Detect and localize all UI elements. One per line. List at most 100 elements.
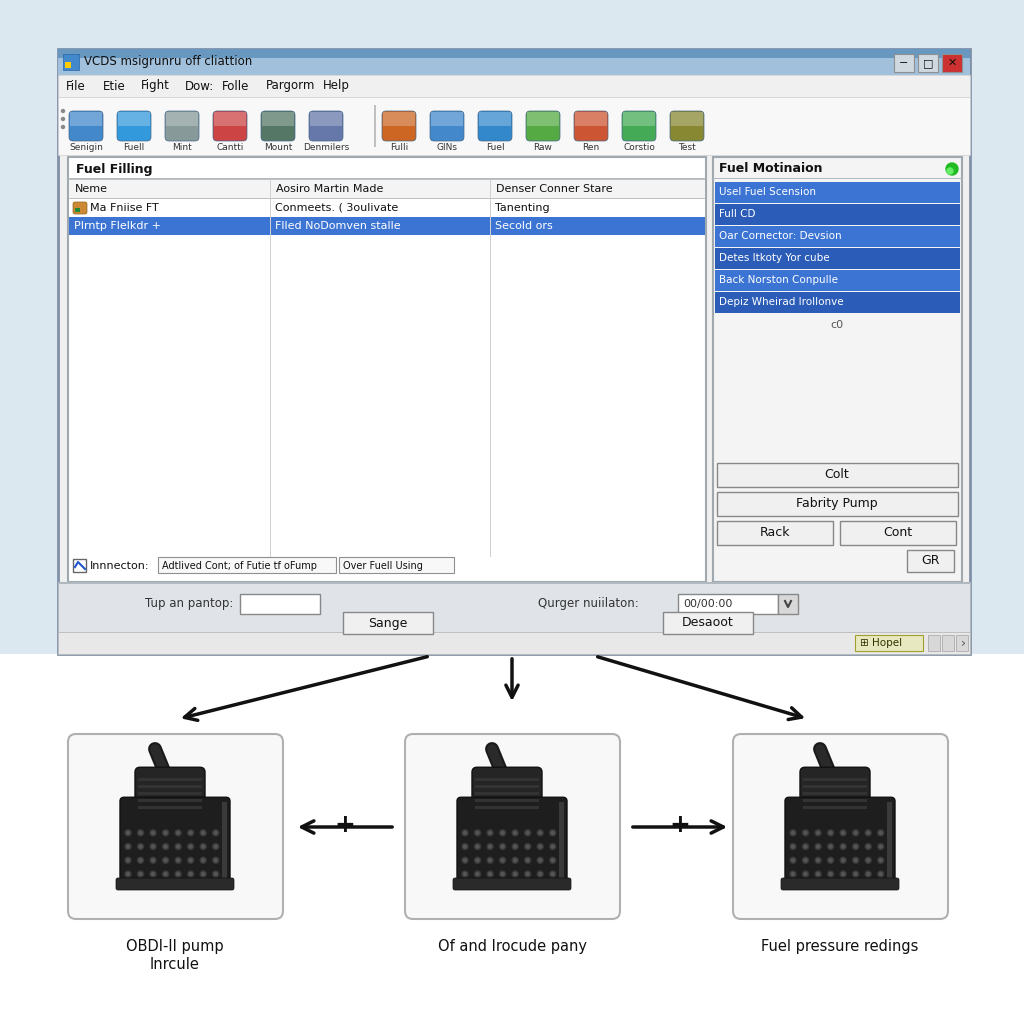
Circle shape	[842, 831, 845, 835]
Circle shape	[474, 871, 480, 877]
Bar	[310, 112, 342, 126]
Bar	[69, 217, 705, 234]
Text: □: □	[923, 58, 933, 68]
FancyBboxPatch shape	[406, 734, 620, 919]
Circle shape	[201, 871, 206, 877]
Circle shape	[139, 859, 142, 862]
Bar	[383, 112, 415, 126]
Circle shape	[164, 845, 167, 848]
Circle shape	[151, 871, 156, 877]
Circle shape	[878, 844, 884, 850]
Circle shape	[137, 844, 143, 850]
FancyBboxPatch shape	[73, 202, 87, 214]
Bar	[479, 112, 511, 126]
Bar	[803, 778, 867, 781]
Bar	[715, 182, 961, 203]
Bar	[942, 635, 954, 651]
Circle shape	[840, 857, 846, 863]
Text: ›: ›	[961, 637, 966, 649]
Text: −: −	[899, 58, 908, 68]
Circle shape	[526, 872, 529, 876]
Bar	[68, 157, 706, 582]
Circle shape	[189, 831, 193, 835]
Bar	[65, 62, 71, 68]
Bar	[715, 204, 961, 225]
Bar	[715, 292, 961, 313]
Circle shape	[853, 844, 859, 850]
Bar	[778, 594, 798, 614]
Bar	[138, 800, 202, 802]
Text: Fight: Fight	[140, 80, 169, 92]
Circle shape	[202, 872, 205, 876]
Circle shape	[464, 831, 467, 835]
Circle shape	[61, 110, 65, 113]
Text: +: +	[335, 813, 355, 837]
Circle shape	[201, 844, 206, 850]
Text: Mint: Mint	[172, 143, 191, 153]
Circle shape	[550, 829, 556, 836]
FancyBboxPatch shape	[213, 111, 247, 141]
Bar	[717, 492, 958, 516]
Text: Of and Irocude pany: Of and Irocude pany	[437, 939, 587, 954]
Circle shape	[476, 845, 479, 848]
Circle shape	[151, 844, 156, 850]
Circle shape	[803, 857, 809, 863]
Circle shape	[487, 871, 494, 877]
Circle shape	[176, 872, 179, 876]
Text: Depiz Wheirad Irollonve: Depiz Wheirad Irollonve	[719, 297, 844, 307]
Circle shape	[551, 859, 554, 862]
Text: Denmilers: Denmilers	[303, 143, 349, 153]
Circle shape	[815, 844, 821, 850]
Circle shape	[125, 857, 131, 863]
Circle shape	[854, 859, 857, 862]
Circle shape	[464, 845, 467, 848]
Text: Desaoot: Desaoot	[682, 616, 734, 630]
Circle shape	[487, 857, 494, 863]
Circle shape	[488, 859, 492, 862]
Circle shape	[550, 871, 556, 877]
Circle shape	[512, 844, 518, 850]
Bar	[907, 550, 954, 572]
FancyBboxPatch shape	[670, 111, 705, 141]
Text: GINs: GINs	[436, 143, 458, 153]
Circle shape	[526, 859, 529, 862]
Bar	[214, 112, 246, 126]
Text: Fuel Filling: Fuel Filling	[76, 163, 153, 175]
Circle shape	[137, 829, 143, 836]
Bar	[803, 785, 867, 788]
Circle shape	[462, 844, 468, 850]
Text: OBDI-II pump: OBDI-II pump	[126, 939, 224, 954]
Circle shape	[842, 859, 845, 862]
Text: PIrntp Flelkdr +: PIrntp Flelkdr +	[74, 221, 161, 231]
Bar	[343, 612, 433, 634]
Circle shape	[175, 871, 181, 877]
Circle shape	[827, 829, 834, 836]
Bar	[63, 54, 79, 70]
Circle shape	[139, 872, 142, 876]
Bar	[262, 112, 294, 126]
Bar	[717, 463, 958, 487]
Circle shape	[214, 872, 217, 876]
Circle shape	[551, 831, 554, 835]
Circle shape	[854, 831, 857, 835]
Bar	[803, 806, 867, 809]
Text: Dow:: Dow:	[184, 80, 214, 92]
Circle shape	[815, 829, 821, 836]
Circle shape	[187, 829, 194, 836]
FancyBboxPatch shape	[382, 111, 416, 141]
Bar	[158, 557, 336, 573]
Circle shape	[488, 831, 492, 835]
Circle shape	[514, 872, 517, 876]
Circle shape	[946, 163, 958, 175]
Circle shape	[804, 845, 807, 848]
Bar	[69, 179, 705, 199]
Text: Secold ors: Secold ors	[495, 221, 553, 231]
Text: Fulli: Fulli	[390, 143, 409, 153]
Circle shape	[550, 844, 556, 850]
Circle shape	[853, 871, 859, 877]
Circle shape	[804, 872, 807, 876]
Circle shape	[538, 844, 543, 850]
Circle shape	[880, 872, 883, 876]
Circle shape	[175, 844, 181, 850]
FancyBboxPatch shape	[117, 111, 151, 141]
